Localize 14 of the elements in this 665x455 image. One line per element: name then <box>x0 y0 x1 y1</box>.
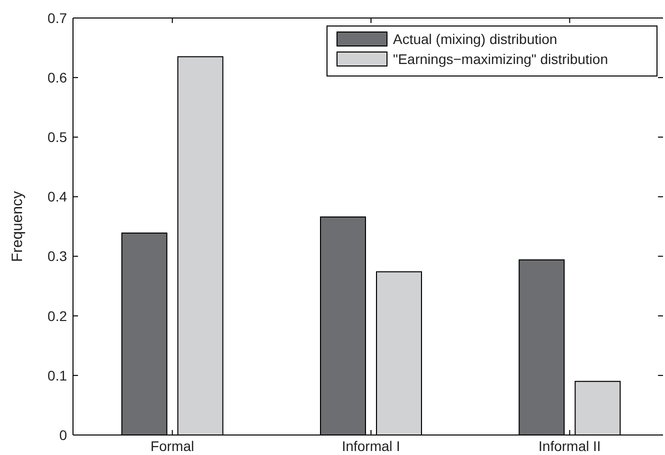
x-tick-label: Informal II <box>538 438 601 454</box>
legend-label: "Earnings−maximizing" distribution <box>393 50 608 67</box>
y-tick-label: 0.2 <box>48 308 68 324</box>
y-tick-label: 0.4 <box>48 188 68 205</box>
y-tick-label: 0.5 <box>48 129 68 146</box>
x-tick-label: Formal <box>150 438 194 454</box>
y-tick-label: 0.6 <box>48 69 68 86</box>
legend-label: Actual (mixing) distribution <box>393 30 558 47</box>
y-tick-label: 0 <box>59 426 68 443</box>
x-tick-label: Informal I <box>342 438 400 454</box>
y-tick-label: 0.3 <box>48 248 68 264</box>
y-tick-label: 0.1 <box>48 367 68 384</box>
y-tick-label: 0.7 <box>48 10 68 26</box>
y-axis-title: Frequency <box>9 190 26 262</box>
